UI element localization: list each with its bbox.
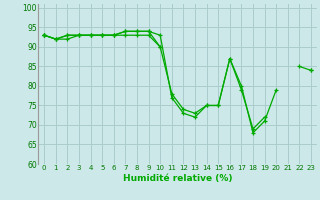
X-axis label: Humidité relative (%): Humidité relative (%): [123, 174, 232, 183]
